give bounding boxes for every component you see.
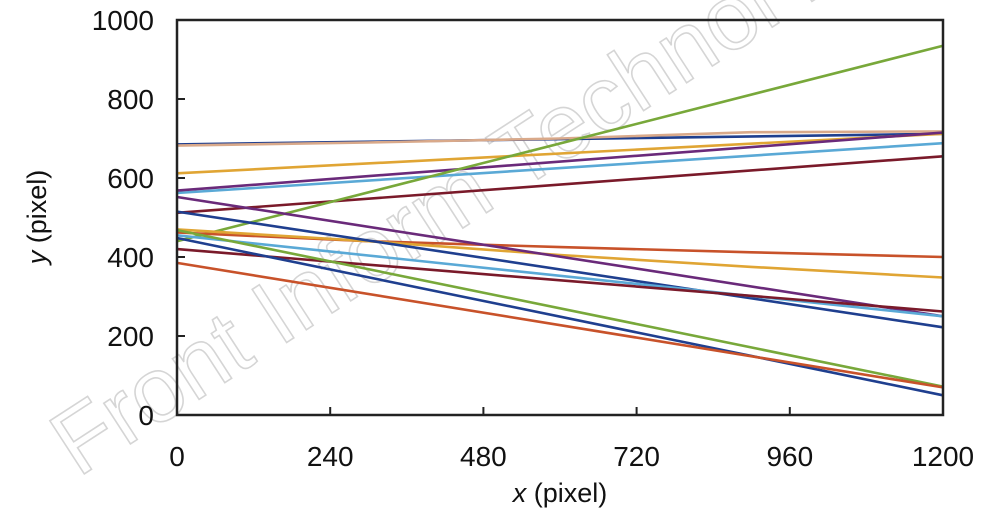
x-axis-ticks: 0 240 480 720 960 1200 — [169, 407, 974, 472]
series-line-12 — [176, 234, 944, 318]
y-tick-label: 400 — [107, 242, 154, 273]
series-line-10 — [176, 195, 944, 318]
x-tick-label: 1200 — [912, 441, 974, 472]
series-line-5 — [176, 131, 944, 192]
y-tick-label: 0 — [138, 400, 154, 431]
series-layer — [176, 44, 944, 397]
series-line-9 — [176, 228, 944, 279]
x-tick-label: 240 — [307, 441, 354, 472]
y-tick-label: 200 — [107, 321, 154, 352]
x-tick-label: 0 — [169, 441, 185, 472]
series-line-15 — [176, 236, 944, 397]
x-tick-label: 480 — [460, 441, 507, 472]
y-tick-label: 1000 — [92, 5, 154, 36]
y-tick-label: 600 — [107, 163, 154, 194]
y-tick-label: 800 — [107, 84, 154, 115]
series-line-16 — [176, 261, 944, 389]
y-axis-title: y (pixel) — [22, 170, 52, 267]
series-line-2 — [176, 130, 944, 147]
x-axis-variable: x — [511, 478, 528, 508]
series-line-13 — [176, 247, 944, 313]
y-axis-unit: (pixel) — [22, 170, 52, 251]
x-axis-title: x (pixel) — [511, 478, 608, 508]
series-line-3 — [176, 132, 944, 175]
y-axis-variable: y — [22, 249, 52, 266]
x-tick-label: 960 — [766, 441, 813, 472]
x-axis-unit: (pixel) — [526, 478, 607, 508]
plot-frame — [175, 18, 945, 417]
series-line-4 — [176, 141, 944, 195]
series-line-14 — [176, 228, 944, 388]
y-axis-ticks: 0 200 400 600 800 1000 — [92, 5, 185, 431]
series-line-6 — [176, 155, 944, 215]
series-line-11 — [176, 210, 944, 329]
x-tick-label: 720 — [613, 441, 660, 472]
series-line-7 — [176, 44, 944, 243]
